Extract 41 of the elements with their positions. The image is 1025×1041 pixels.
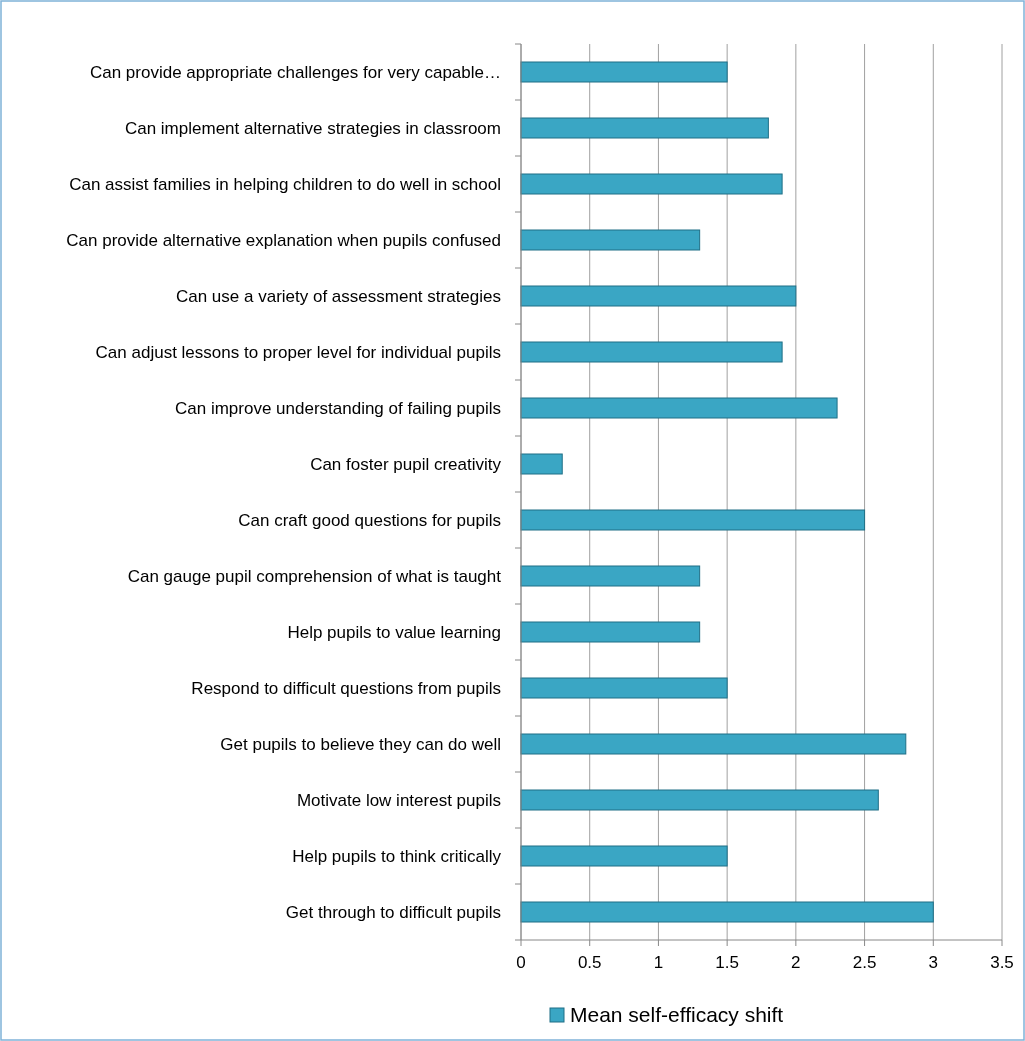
bar [520, 733, 907, 755]
bar [520, 509, 866, 531]
bar [520, 845, 728, 867]
x-tick-label: 1.5 [715, 953, 739, 972]
bar [520, 173, 783, 195]
y-tick-label: Can improve understanding of failing pupils [174, 399, 501, 418]
y-tick-label: Can provide alternative explanation when pupils confused [66, 231, 501, 250]
bar [520, 677, 728, 699]
bar [520, 285, 797, 307]
x-tick-label: 0 [516, 953, 526, 972]
bar [520, 621, 701, 643]
x-tick-label: 0.5 [577, 953, 602, 972]
y-tick-label: Motivate low interest pupils [296, 791, 501, 810]
bar [520, 453, 563, 475]
y-tick-label: Get through to difficult pupils [285, 903, 501, 922]
bar [520, 397, 838, 419]
y-tick-label: Can implement alternative strategies in classroom [124, 119, 501, 138]
y-tick-label: Can adjust lessons to proper level for individual pupils [95, 343, 501, 362]
legend-label: Mean self-efficacy shift [570, 1003, 784, 1026]
y-tick-label: Respond to difficult questions from pupils [191, 679, 501, 698]
y-tick-label: Help pupils to value learning [287, 623, 501, 642]
x-tick-label: 3.5 [990, 953, 1014, 972]
x-tick-label: 1 [653, 953, 664, 972]
y-tick-label: Help pupils to think critically [292, 847, 502, 866]
bar [520, 565, 701, 587]
bar [520, 789, 879, 811]
bar [520, 229, 701, 251]
bar [520, 117, 769, 139]
y-tick-label: Can foster pupil creativity [310, 455, 502, 474]
y-tick-label: Can assist families in helping children to do well in school [69, 175, 501, 194]
y-tick-label: Get pupils to believe they can do well [220, 735, 501, 754]
bar [520, 61, 728, 83]
y-tick-label: Can provide appropriate challenges for very capable… [89, 63, 501, 82]
x-tick-label: 2.5 [852, 953, 877, 972]
x-tick-label: 2 [791, 953, 801, 972]
y-tick-label: Can gauge pupil comprehension of what is taught [127, 567, 502, 586]
y-tick-label: Can use a variety of assessment strategies [175, 287, 501, 306]
bar [520, 901, 934, 923]
bar [520, 341, 783, 363]
x-tick-label: 3 [928, 953, 939, 972]
y-tick-label: Can craft good questions for pupils [238, 511, 501, 530]
